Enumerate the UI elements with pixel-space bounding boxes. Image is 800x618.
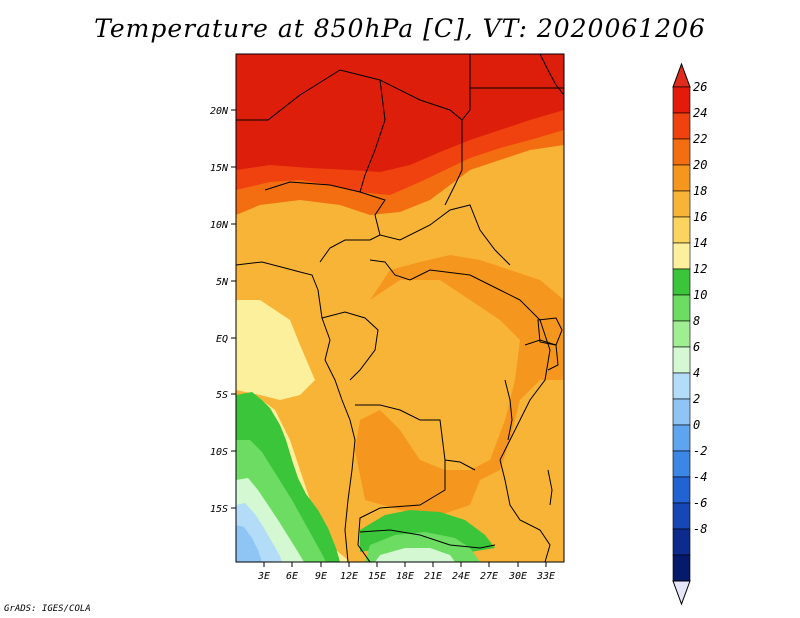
lat-tick-label: 20N — [210, 106, 229, 117]
border-southeast — [499, 459, 551, 562]
border-sahel — [264, 181, 386, 263]
map-frame — [235, 53, 565, 563]
colorbar-swatch — [672, 86, 691, 114]
country-borders — [236, 54, 564, 562]
colorbar-swatch — [672, 398, 691, 426]
colorbar-label: 22 — [693, 132, 707, 146]
lon-tick-label: 30E — [508, 571, 527, 582]
colorbar-swatch — [672, 138, 691, 166]
colorbar-swatch — [672, 268, 691, 296]
lat-tick-label: EQ — [216, 334, 228, 345]
field-blue — [236, 525, 262, 562]
colorbar-swatch — [672, 320, 691, 348]
lat-tick-label: 5S — [216, 390, 228, 401]
lon-tick-label: 27E — [480, 571, 498, 582]
colorbar-label: -4 — [693, 470, 707, 484]
colorbar-swatch — [672, 450, 691, 478]
colorbar-label: 2 — [693, 392, 700, 406]
chart-title: Temperature at 850hPa [C], VT: 202006120… — [94, 14, 706, 43]
colorbar-swatch — [672, 242, 691, 270]
field-orange-center — [355, 255, 564, 515]
colorbar-label: 24 — [693, 106, 707, 120]
colorbar-label: 8 — [693, 314, 700, 328]
colorbar-swatch — [672, 424, 691, 452]
colorbar-label: -2 — [693, 444, 707, 458]
border-north-east — [444, 54, 471, 206]
field-south-mint — [375, 548, 455, 562]
colorbar-swatch — [672, 346, 691, 374]
field-pale-yellow — [236, 300, 315, 400]
colorbar-label: -8 — [693, 522, 707, 536]
coastline-west — [236, 261, 356, 562]
lon-tick-label: 15E — [368, 571, 386, 582]
border-sahara — [236, 69, 386, 193]
colorbar-swatch — [672, 372, 691, 400]
colorbar-swatch — [672, 164, 691, 192]
temperature-field — [236, 54, 564, 562]
colorbar-swatch — [672, 112, 691, 140]
lake-tanganyika — [504, 379, 513, 441]
lat-tick-label: 15S — [210, 504, 228, 515]
border-chad-sudan — [379, 79, 463, 121]
lon-tick-label: 21E — [424, 571, 442, 582]
lon-tick-label: 24E — [452, 571, 470, 582]
colorbar-label: 26 — [693, 80, 707, 94]
lat-tick-label: 10S — [210, 447, 228, 458]
lat-tick-label: 10N — [210, 220, 229, 231]
lat-tick-label: 15N — [210, 163, 229, 174]
lat-tick-label: 5N — [216, 277, 229, 288]
colorbar-label: 16 — [693, 210, 707, 224]
lon-tick-label: 18E — [396, 571, 414, 582]
lon-tick-label: 6E — [286, 571, 298, 582]
colorbar-label: 4 — [693, 366, 700, 380]
colorbar-label: -6 — [693, 496, 707, 510]
colorbar-label: 14 — [693, 236, 707, 250]
border-zambia — [357, 460, 446, 562]
border-south — [359, 529, 496, 549]
border-car — [369, 259, 521, 301]
lake-malawi — [547, 469, 553, 506]
colorbar-over-arrow — [672, 62, 691, 88]
border-cameroon — [379, 204, 511, 266]
colorbar-label: 12 — [693, 262, 707, 276]
colorbar-label: 6 — [693, 340, 700, 354]
colorbar-swatch — [672, 476, 691, 504]
border-east-coast — [539, 54, 564, 96]
lon-tick-label: 33E — [536, 571, 555, 582]
colorbar-under-arrow — [672, 580, 691, 606]
border-drc-west — [355, 404, 476, 471]
colorbar-swatch — [672, 190, 691, 218]
latitude-axis: 20N 15N 10N 5N EQ 5S 10S 15S — [210, 106, 236, 515]
colorbar-label: 18 — [693, 184, 707, 198]
colorbar-label: 20 — [693, 158, 707, 172]
lon-tick-label: 9E — [315, 571, 327, 582]
lon-tick-label: 12E — [340, 571, 358, 582]
colorbar-label: 10 — [693, 288, 707, 302]
colorbar-swatch — [672, 294, 691, 322]
colorbar-swatch — [672, 528, 691, 556]
colorbar-swatch — [672, 554, 691, 582]
colorbar-label: 0 — [693, 418, 700, 432]
lake-victoria — [537, 317, 563, 346]
colorbar-swatch — [672, 216, 691, 244]
colorbar-swatch — [672, 502, 691, 530]
credit-text: GrADS: IGES/COLA — [4, 604, 91, 614]
border-gabon-congo — [321, 311, 379, 381]
border-drc-east — [499, 299, 551, 461]
longitude-axis: 3E 6E 9E 12E 15E 18E 21E 24E 27E 30E 33E — [257, 562, 555, 582]
lon-tick-label: 3E — [257, 571, 270, 582]
